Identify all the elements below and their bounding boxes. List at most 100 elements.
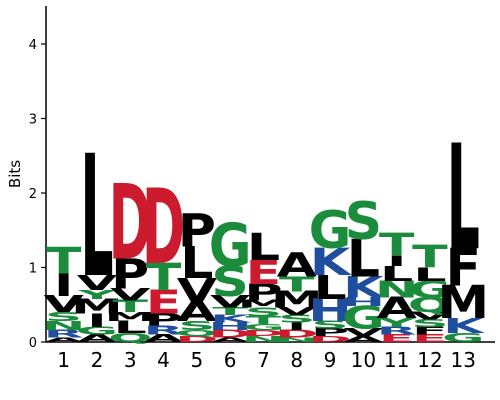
logo-letter-h: H xyxy=(208,320,252,332)
logo-letter-y: Y xyxy=(77,287,117,301)
logo-letter-t: T xyxy=(279,273,315,297)
x-tick-label: 4 xyxy=(157,348,170,372)
logo-letter-n: N xyxy=(375,277,419,303)
x-tick-label: 11 xyxy=(384,348,409,372)
logo-letter-d: D xyxy=(175,334,218,344)
x-tick-label: 8 xyxy=(290,348,303,372)
logo-letter-s: S xyxy=(178,319,216,333)
x-tick-label: 10 xyxy=(351,348,376,372)
logo-letter-m: M xyxy=(71,295,123,319)
logo-letter-e: E xyxy=(379,332,415,344)
logo-letter-r: R xyxy=(44,328,84,340)
logo-letter-a: A xyxy=(43,336,84,343)
logo-letter-v: V xyxy=(410,310,450,322)
logo-letter-s: S xyxy=(411,317,449,329)
x-tick-label: 7 xyxy=(257,348,270,372)
y-tick-label: 3 xyxy=(29,113,37,128)
logo-letter-m: M xyxy=(238,298,290,310)
logo-letter-v: V xyxy=(277,306,317,318)
logo-letter-l: L xyxy=(413,264,446,285)
logo-letter-k: K xyxy=(210,313,253,325)
logo-letter-n: N xyxy=(42,319,86,333)
x-ticks: 1 2 3 4 5 6 7 8 9 10 11 12 13 xyxy=(57,348,476,372)
logo-letter-s: S xyxy=(345,192,383,252)
y-axis-label: Bits xyxy=(6,160,24,188)
logo-letter-m: M xyxy=(104,310,156,324)
logo-letter-t: T xyxy=(412,239,448,275)
logo-letter-i: I xyxy=(387,253,406,270)
logo-letter-e: E xyxy=(246,254,282,293)
logo-letter-g: G xyxy=(76,325,119,337)
logo-letter-f: F xyxy=(445,239,481,299)
logo-letter-n: N xyxy=(275,336,319,343)
y-tick-label: 4 xyxy=(29,38,37,53)
logo-letter-a: A xyxy=(277,246,318,285)
x-tick-label: 9 xyxy=(324,348,337,372)
logo-letter-l: L xyxy=(447,114,480,283)
logo-letter-d: D xyxy=(142,168,185,288)
logo-letter-h: H xyxy=(342,295,386,309)
logo-letter-k: K xyxy=(443,314,485,338)
logo-letter-g: G xyxy=(209,212,252,281)
logo-letter-d: D xyxy=(242,328,285,338)
logo-letter-v: V xyxy=(43,292,83,318)
logo-letter-t: T xyxy=(46,240,82,283)
logo-letter-v: V xyxy=(77,271,118,295)
logo-letter-t: T xyxy=(112,297,148,316)
logo-letter-n: N xyxy=(242,334,286,344)
x-tick-label: 5 xyxy=(190,348,203,372)
logo-letter-i: I xyxy=(87,310,106,331)
x-tick-label: 3 xyxy=(124,348,137,372)
logo-letter-v: V xyxy=(177,271,218,310)
x-tick-label: 2 xyxy=(91,348,104,372)
logo-letter-s: S xyxy=(211,258,249,306)
logo-letter-l: L xyxy=(114,318,147,337)
logo-letter-f: F xyxy=(412,325,448,337)
x-tick-label: 6 xyxy=(224,348,237,372)
logo-letter-a: A xyxy=(343,334,384,344)
logo-letter-g: G xyxy=(242,322,285,332)
logo-letter-v: V xyxy=(110,285,150,304)
logo-letter-m: M xyxy=(271,287,323,313)
logo-letter-q: Q xyxy=(408,293,452,317)
logo-letter-t: T xyxy=(379,227,415,263)
logo-letter-a: A xyxy=(77,332,117,344)
logo-letter-y: Y xyxy=(376,316,416,330)
logo-letter-i: I xyxy=(54,268,73,304)
logo-letter-d: D xyxy=(275,328,318,340)
logo-letter-s: S xyxy=(245,305,283,319)
logo-letter-r: R xyxy=(143,323,183,337)
y-ticks: 0 1 2 3 4 xyxy=(29,38,46,351)
logo-letter-p: P xyxy=(111,251,149,299)
logo-letter-s: S xyxy=(45,310,83,324)
logo-letter-q: Q xyxy=(108,331,152,345)
logo-letter-g: G xyxy=(309,201,352,261)
logo-letter-g: G xyxy=(442,331,485,345)
logo-letter-d: D xyxy=(109,164,152,284)
logo-letter-a: A xyxy=(177,296,217,327)
logo-letter-k: K xyxy=(310,240,353,284)
x-tick-label: 1 xyxy=(57,348,70,372)
logo-letter-q: Q xyxy=(175,328,219,338)
logo-letter-e: E xyxy=(412,332,448,344)
x-tick-label: 13 xyxy=(451,348,476,372)
logo-letter-l: L xyxy=(247,226,280,270)
logo-letter-a: A xyxy=(210,336,251,343)
logo-letter-d: D xyxy=(209,328,252,340)
logo-letter-g: G xyxy=(409,277,452,303)
x-tick-label: 12 xyxy=(417,348,442,372)
logo-letter-p: P xyxy=(144,311,182,330)
logo-letter-l: L xyxy=(347,230,380,290)
logo-letter-s: S xyxy=(278,313,316,325)
logo-letter-l: L xyxy=(313,268,346,307)
logo-letter-i: I xyxy=(287,320,306,332)
logo-letter-k: K xyxy=(343,270,385,304)
logo-letter-l: L xyxy=(80,121,113,315)
letter-stacks: ARNSVITAGIMYVLQLMTVPDARPETDDQSAVLPADHKTV… xyxy=(42,114,489,345)
logo-letter-l: L xyxy=(380,262,413,286)
logo-letter-r: R xyxy=(377,325,417,337)
y-tick-label: 0 xyxy=(29,336,37,351)
logo-letter-e: E xyxy=(146,283,182,322)
logo-letter-a: A xyxy=(376,291,417,325)
